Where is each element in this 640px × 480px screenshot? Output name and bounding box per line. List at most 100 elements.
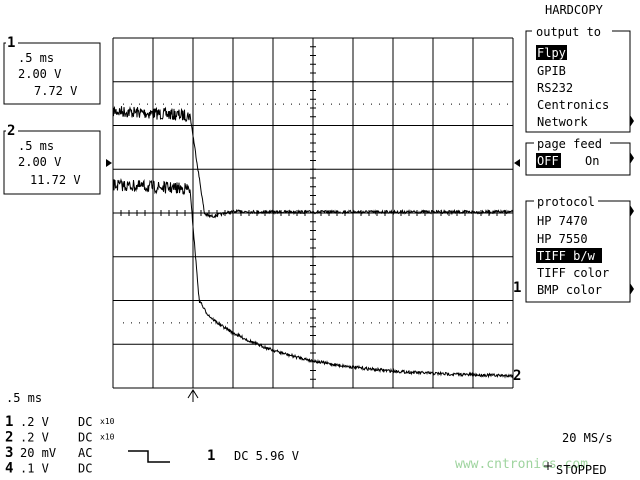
channel-coupling: DC — [78, 415, 92, 429]
cursor-dot — [171, 322, 172, 324]
menu-item[interactable]: On — [585, 154, 599, 168]
channel-box-line: 11.72 V — [30, 173, 81, 187]
menu-item[interactable]: Centronics — [537, 98, 609, 112]
cursor-dot — [323, 322, 324, 324]
cursor-dot — [411, 322, 412, 324]
cursor-dot — [347, 103, 348, 105]
cursor-dot — [267, 322, 268, 324]
channel-label: 1 — [5, 414, 13, 430]
cursor-dot — [195, 103, 196, 105]
menu-arrow — [630, 152, 634, 164]
cursor-dot — [203, 322, 204, 324]
channel-settings: 1 .2 V DC x10 2 .2 V DC x10 3 20 mV AC 4 .1 V DC — [5, 414, 115, 477]
menu-item[interactable]: OFF — [537, 154, 559, 168]
cursor-dot — [475, 103, 476, 105]
menu-arrow — [630, 115, 634, 127]
cursor-dot — [187, 322, 188, 324]
channel-box-line: .5 ms — [18, 51, 54, 65]
cursor-dot — [275, 322, 276, 324]
menu-item[interactable]: RS232 — [537, 81, 573, 95]
cursor-dot — [235, 322, 236, 324]
trace-marker: 2 — [513, 368, 521, 384]
channel-label: 4 — [5, 461, 13, 477]
channel-box-line: 2.00 V — [18, 67, 61, 81]
cursor-dot — [123, 322, 124, 324]
label-bg — [6, 123, 18, 137]
cursor-dot — [251, 103, 252, 105]
cursor-dot — [459, 322, 460, 324]
cursor-dot — [395, 322, 396, 324]
channel-box-line: 7.72 V — [34, 84, 77, 98]
cursor-dot — [475, 322, 476, 324]
acquisition-status: STOPPED — [556, 463, 607, 477]
cursor-dot — [443, 103, 444, 105]
cursor-dot — [307, 322, 308, 324]
menu-item[interactable]: TIFF b/w — [537, 249, 596, 263]
channel-box — [3, 42, 101, 105]
watermark: www.cntronics.com — [455, 457, 588, 472]
cursor-dot — [131, 103, 132, 105]
cursor-dot — [139, 103, 140, 105]
label-bg — [6, 35, 18, 49]
cursor-dot — [371, 103, 372, 105]
menu-heading: page feed — [537, 137, 602, 151]
menu-item[interactable]: Network — [537, 115, 588, 129]
cursor-dot — [299, 322, 300, 324]
cursor-dot — [227, 322, 228, 324]
menu-item[interactable]: TIFF color — [537, 266, 609, 280]
cursor-dot — [387, 103, 388, 105]
graticule — [112, 37, 514, 389]
channel-box-line: .5 ms — [18, 139, 54, 153]
cursor-dot — [403, 322, 404, 324]
cursor-dot — [331, 322, 332, 324]
cursor-dot — [147, 103, 148, 105]
cursor-dot — [499, 322, 500, 324]
cursor-dot — [211, 322, 212, 324]
channel-scale: 20 mV — [20, 446, 56, 460]
menu-item[interactable]: GPIB — [537, 64, 566, 78]
cursor-dot — [163, 322, 164, 324]
cursor-dot — [403, 103, 404, 105]
cursor-dot — [483, 322, 484, 324]
channel-box — [3, 130, 101, 195]
cursor-dot — [331, 103, 332, 105]
timebase: .5 ms — [6, 391, 42, 405]
trigger-source: 1 — [207, 448, 215, 464]
cursor-dot — [291, 322, 292, 324]
cursor-dot — [451, 103, 452, 105]
menu-item[interactable]: HP 7470 — [537, 214, 588, 228]
cursor-dot — [467, 322, 468, 324]
cursor-dot — [243, 322, 244, 324]
trigger-slope — [128, 450, 170, 463]
ref-arrow — [106, 159, 112, 167]
cursor-dot — [459, 103, 460, 105]
cursor-dot — [379, 103, 380, 105]
channel-label: 2 — [5, 430, 13, 446]
cursor-dot — [467, 103, 468, 105]
cursor-dot — [291, 103, 292, 105]
channel-box-label: 1 — [7, 35, 15, 51]
selection-highlight — [536, 45, 567, 60]
cursor-dot — [299, 103, 300, 105]
channel-scale: .2 V — [20, 431, 49, 445]
cursor-dot — [427, 103, 428, 105]
cursor-dot — [139, 322, 140, 324]
channel-box-line: 2.00 V — [18, 155, 61, 169]
cursor-dot — [491, 322, 492, 324]
cursor-dot — [235, 103, 236, 105]
cursor-dot — [275, 103, 276, 105]
cursor-dot — [363, 103, 364, 105]
cursor-dot — [203, 103, 204, 105]
trace-marker: 1 — [513, 280, 521, 296]
menu-item[interactable]: BMP color — [537, 283, 602, 297]
trigger-position — [187, 389, 199, 402]
menu-item[interactable]: Flpy — [537, 46, 566, 60]
menu-heading: protocol — [537, 195, 595, 209]
channel-label: 3 — [5, 445, 13, 461]
cursor-dot — [411, 103, 412, 105]
menu-item[interactable]: HP 7550 — [537, 232, 588, 246]
cursor-dot — [315, 322, 316, 324]
waveform — [112, 104, 514, 219]
